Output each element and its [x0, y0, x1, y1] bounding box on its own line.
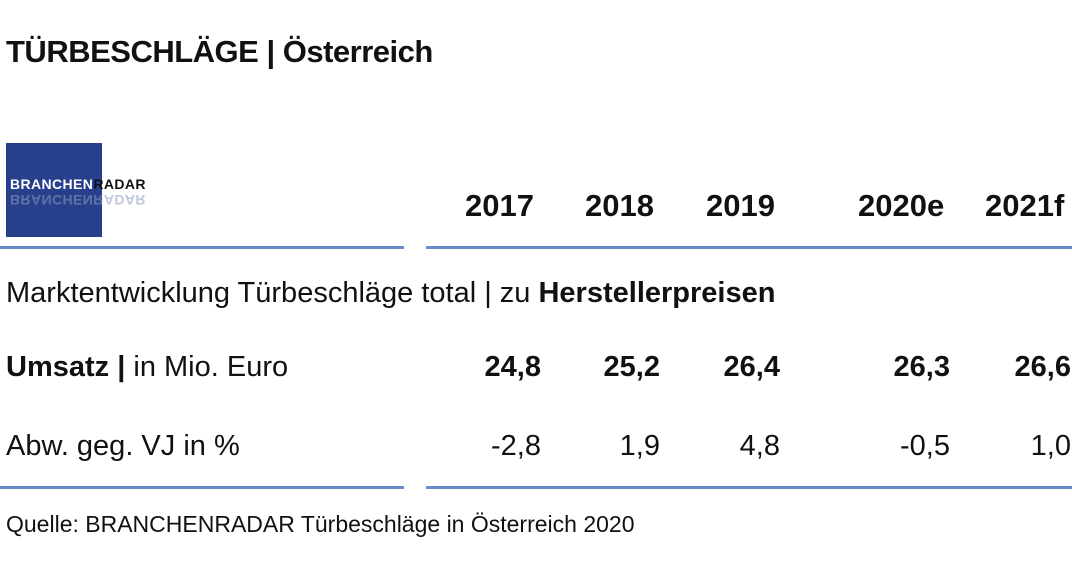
column-header-2020e: 2020e — [858, 188, 945, 223]
abweichung-value-2020e: -0,5 — [900, 430, 950, 462]
source-note: Quelle: BRANCHENRADAR Türbeschläge in Ös… — [6, 511, 635, 537]
column-header-2017: 2017 — [465, 188, 534, 223]
row-label-umsatz: Umsatz | in Mio. Euro — [6, 351, 288, 384]
column-header-2021f: 2021f — [985, 188, 1065, 223]
subtitle-bold: Herstellerpreisen — [538, 277, 776, 309]
column-header-2018: 2018 — [585, 188, 654, 223]
header-rule-right — [426, 246, 1072, 249]
footer-rule-left — [0, 486, 404, 489]
logo-text-part1: BRANCHEN — [10, 176, 94, 192]
table-subtitle: Marktentwicklung Türbeschläge total | zu… — [6, 277, 775, 310]
row-label-umsatz-bold: Umsatz | — [6, 351, 126, 383]
umsatz-value-2017: 24,8 — [484, 351, 541, 383]
umsatz-value-2021f: 26,6 — [1014, 351, 1071, 383]
logo-text-part2: RADAR — [93, 176, 146, 192]
branchenradar-logo — [6, 143, 102, 237]
header-rule-left — [0, 246, 404, 249]
umsatz-value-2020e: 26,3 — [893, 351, 950, 383]
footer-rule-right — [426, 486, 1072, 489]
abweichung-value-2021f: 1,0 — [1030, 430, 1071, 462]
row-label-umsatz-normal: in Mio. Euro — [125, 351, 289, 383]
column-header-2019: 2019 — [706, 188, 775, 223]
umsatz-value-2019: 26,4 — [723, 351, 780, 383]
abweichung-value-2018: 1,9 — [619, 430, 660, 462]
logo-reflection: BRANCHENRADAR — [10, 192, 146, 208]
abweichung-value-2017: -2,8 — [491, 430, 541, 462]
abweichung-value-2019: 4,8 — [739, 430, 780, 462]
logo-text: BRANCHENRADAR — [10, 176, 146, 192]
page-title: TÜRBESCHLÄGE | Österreich — [6, 34, 433, 69]
umsatz-value-2018: 25,2 — [603, 351, 660, 383]
row-label-abweichung: Abw. geg. VJ in % — [6, 430, 240, 462]
subtitle-normal: Marktentwicklung Türbeschläge total | zu — [6, 277, 539, 309]
